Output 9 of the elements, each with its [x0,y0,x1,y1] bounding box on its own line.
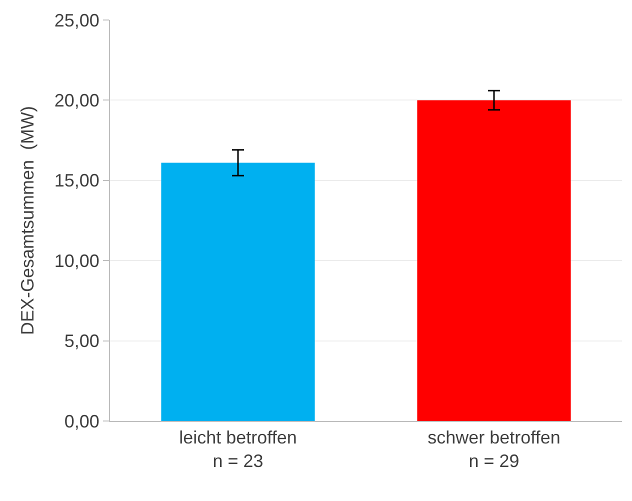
y-axis-title: DEX-Gesamtsummen (MW) [18,106,38,336]
y-tick-label: 10,00 [54,250,100,271]
x-tick-label: schwer betroffen n = 29 [428,428,560,471]
y-tick-label: 25,00 [54,10,100,30]
x-tick-label: leicht betroffen n = 23 [179,428,297,471]
y-tick-label: 0,00 [64,411,100,432]
y-tick-label: 15,00 [54,170,100,191]
y-tick-label: 20,00 [54,90,100,110]
y-tick-label: 5,00 [64,331,100,352]
